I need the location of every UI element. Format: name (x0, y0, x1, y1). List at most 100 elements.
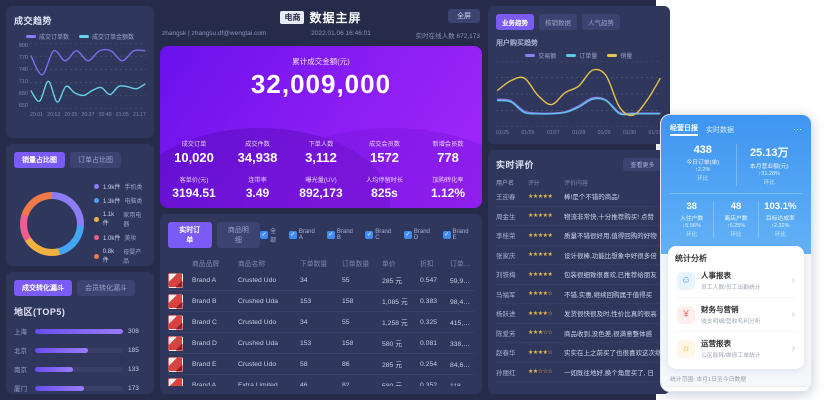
analysis-list: ☺ 人事报表 员工人数/员工出勤统计 › ¥ 财务与营销 收支明细/营收毛利分析… (675, 264, 797, 365)
legend-item[interactable]: 成交订单金额数 (79, 32, 134, 41)
brand-filter-checkbox[interactable]: Brand B (326, 229, 358, 241)
region-bar-row: 厦门 173 (14, 383, 146, 394)
brand-filter-checkbox[interactable]: 全部 (260, 226, 282, 244)
share-tab[interactable]: 订单占比图 (70, 152, 121, 168)
slice-label: 母婴产品 (123, 250, 142, 265)
donut-legend-item[interactable]: 1.3k件 电脑类 (94, 196, 146, 205)
share-tab[interactable]: 销量占比图 (14, 152, 65, 168)
stat-value: 103.1% (764, 201, 797, 212)
legend-marker-icon (79, 35, 89, 38)
legend-item[interactable]: 交易额 (525, 51, 556, 60)
kpi-label: 加购转化率 (432, 177, 464, 184)
kpi-label: 曝光量(UV) (305, 177, 337, 184)
analysis-item-desc: 公区能耗/维修工单统计 (701, 353, 761, 359)
kpi-row-2: 客单价(元) 3194.51 连带率 3.49 曝光量(UV) 892,173 … (170, 175, 472, 200)
fullscreen-button[interactable]: 全屏 (448, 9, 480, 23)
table-row[interactable]: Brand B Crushed Uda 153 158 1,085 元 0.38… (168, 291, 474, 312)
table-row[interactable]: Brand A Extra Limited 46 82 580 元 0.352 … (168, 375, 474, 386)
reviewer-name: 刘铁梅 (496, 272, 516, 280)
region-title: 地区(TOP5) (14, 307, 66, 317)
kpi-stat: 下单人数 3,112 (297, 139, 345, 165)
nav-item[interactable]: ⌂ 首页 (679, 391, 684, 392)
reviews-title: 实时评价 (496, 160, 535, 170)
brand-filter-checkbox[interactable]: Brand E (442, 229, 474, 241)
cell-order-qty: 34 (300, 276, 308, 284)
purchase-trend-chart (496, 61, 662, 127)
brand-filter-checkbox[interactable]: Brand A (288, 229, 320, 241)
col-order-qty: 下单数量 (300, 260, 328, 268)
bar-fill (35, 347, 88, 353)
right-trend-tab[interactable]: 核销数据 (539, 14, 577, 30)
col-review: 评价内容 (564, 181, 589, 187)
col-discount: 折扣 (420, 260, 434, 268)
analysis-item-icon: ☼ (677, 339, 695, 358)
review-text: 商品收到,没色差,很满意整体感 (564, 330, 653, 338)
brand-filter-checkbox[interactable]: Brand C (365, 229, 397, 241)
analysis-item[interactable]: ¥ 财务与营销 收支明细/营收毛利分析 › (675, 298, 797, 332)
right-trend-tab[interactable]: 人气趋势 (582, 14, 620, 30)
table-row[interactable]: Brand C Crusted Udo 34 55 1,258 元 0.325 … (168, 312, 474, 333)
kpi-value: 892,173 (299, 186, 343, 200)
cell-amount: 338,328 元 (450, 341, 474, 348)
donut-legend-item[interactable]: 1.9k件 手机类 (94, 182, 146, 191)
region-bar-row: 北京 185 (14, 345, 146, 356)
nav-item[interactable]: ◷ 考勤中心 (750, 391, 758, 392)
stat-value: 38 (686, 201, 697, 212)
slice-value: 1.0k件 (103, 236, 121, 242)
legend-item[interactable]: 销量 (607, 51, 632, 60)
donut-legend-item[interactable]: 1.1k件 家用电器 (94, 210, 146, 228)
kpi-stat: 曝光量(UV) 892,173 (297, 175, 345, 200)
donut-legend-item[interactable]: 0.8k件 母婴产品 (94, 247, 146, 265)
product-thumbnail (168, 293, 183, 309)
nav-item[interactable]: ☺ 人事管理 (713, 391, 722, 392)
reviews-card: 实时评价 查看更多 用户名 评分 评价内容 王迎春 ★★★★★ 棒!是个不错的商… (488, 150, 670, 394)
cell-order-qty: 153 (300, 297, 312, 305)
review-row: 李桂荣 ★★★★★ 质量不错很好用,值得回购的好物 (496, 226, 662, 246)
product-thumbnail (168, 377, 183, 386)
funnel-tab[interactable]: 会员转化漏斗 (77, 280, 135, 296)
donut-legend-item[interactable]: 1.0k件 美妆 (94, 233, 146, 242)
more-options-icon[interactable] (793, 124, 802, 135)
table-row[interactable]: Brand D Crushed Uda 153 158 580 元 0.081 … (168, 333, 474, 354)
bar-fill (35, 328, 123, 334)
share-tabs: 销量占比图 订单占比图 (14, 152, 146, 168)
brand-filter-checkbox[interactable]: Brand D (403, 229, 436, 241)
cell-discount: 0.383 (420, 297, 438, 305)
x-tick: 21:05 (115, 112, 129, 118)
col-name: 商品名称 (238, 260, 266, 268)
table-row[interactable]: Brand E Crusted Udo 58 86 285 元 0.254 84… (168, 354, 474, 375)
view-more-button[interactable]: 查看更多 (623, 158, 662, 171)
star-rating: ★★★★★ (528, 252, 553, 259)
right-trend-tab[interactable]: 业务趋势 (496, 14, 534, 30)
stat-delta: ↑6.25% (726, 223, 746, 229)
right-trend-legend: 交易额 订单量 销量 (496, 51, 662, 60)
orders-tab[interactable]: 商品明细 (216, 222, 261, 248)
legend-item[interactable]: 订单量 (566, 51, 597, 60)
orders-tab[interactable]: 实时订单 (168, 222, 212, 248)
table-row[interactable]: Brand A Crusted Udo 34 55 285 元 0.547 59… (168, 270, 474, 291)
center-column: 电商 数据主屏 全屏 zhangsk | zhangsu.df@wengtai.… (160, 6, 482, 394)
phone-tab-realtime[interactable]: 实时数据 (706, 126, 734, 134)
legend-item[interactable]: 成交订单数 (25, 32, 69, 41)
phone-stat: 103.1% 目标达成率 ↑2.32% 环比 (757, 201, 802, 238)
review-row: 周金生 ★★★★★ 物流非常快,十分推荐购买! 点赞 (496, 207, 662, 226)
analysis-item[interactable]: ☺ 人事报表 员工人数/员工出勤统计 › (675, 264, 797, 298)
review-text: 设计很棒,功能比想象中好很多倍 (564, 252, 657, 260)
product-image-cell (168, 293, 192, 309)
cell-qty: 158 (342, 297, 354, 305)
analysis-item-title: 财务与营销 (701, 305, 739, 314)
stat-tag: 环比 (774, 232, 786, 238)
funnel-tab[interactable]: 成交转化漏斗 (14, 280, 72, 296)
review-row: 马福军 ★★★★☆ 不错,实惠,继续回购属于值得买 (496, 285, 662, 304)
filter-label: Brand A (298, 229, 315, 241)
col-brand: 商品品牌 (192, 260, 220, 268)
stat-tag: 环比 (686, 232, 698, 238)
col-amount: 订单金额 (450, 260, 474, 268)
nav-item[interactable]: ▤ 营销报表 (786, 391, 795, 392)
cell-order-qty: 34 (300, 318, 308, 326)
phone-tab-daily[interactable]: 经营日报 (670, 123, 698, 136)
star-rating: ★★★★★ (528, 213, 553, 220)
legend-dot-icon (94, 198, 99, 203)
analysis-item[interactable]: ☼ 运营报表 公区能耗/维修工单统计 › (675, 332, 797, 365)
